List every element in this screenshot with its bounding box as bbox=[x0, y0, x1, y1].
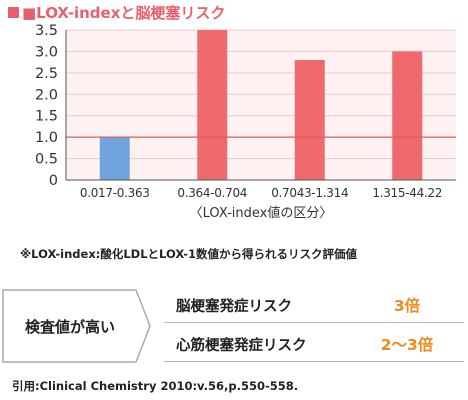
x-tick-label: 0.7043-1.314 bbox=[271, 186, 348, 200]
chart-title-text: ■LOX-indexと脳梗塞リスク bbox=[22, 4, 226, 22]
risk-value: 3倍 bbox=[393, 297, 421, 315]
bar bbox=[197, 30, 228, 180]
bar bbox=[294, 60, 325, 180]
risk-name: 心筋梗塞発症リスク bbox=[176, 337, 307, 354]
x-axis-title: 〈LOX-index値の区分〉 bbox=[190, 205, 333, 221]
y-tick-label: 2.0 bbox=[35, 87, 58, 103]
bar bbox=[99, 137, 130, 180]
x-tick-label: 1.315-44.22 bbox=[372, 186, 442, 200]
y-tick-label: 2.5 bbox=[35, 66, 58, 82]
y-tick-label: 3.0 bbox=[35, 44, 58, 60]
risk-condition-frame bbox=[2, 289, 151, 363]
x-tick-label: 0.364-0.704 bbox=[177, 186, 247, 200]
bar-chart: 0 0.5 1.0 1.5 2.0 2.5 3.0 3.5 0.017-0.363 0.364-0… bbox=[35, 23, 456, 221]
y-tick-label: 0 bbox=[49, 173, 58, 189]
y-tick-label: 1.0 bbox=[35, 130, 58, 146]
risk-condition-label: 検査値が高い bbox=[24, 317, 115, 336]
plot-background bbox=[66, 30, 456, 180]
risk-condition-box: 検査値が高い bbox=[0, 287, 155, 365]
risk-row-stroke: 脳梗塞発症リスク 3倍 bbox=[164, 288, 464, 323]
title-square-icon bbox=[8, 7, 19, 18]
lox-index-note: ※LOX-index:酸化LDLとLOX-1数値から得られるリスク評価値 bbox=[20, 247, 358, 261]
citation: 引用:Clinical Chemistry 2010:v.56,p.550-55… bbox=[12, 379, 299, 393]
y-tick-label: 3.5 bbox=[35, 23, 58, 39]
risk-row-infarction: 心筋梗塞発症リスク 2〜3倍 bbox=[164, 327, 464, 362]
y-tick-label: 0.5 bbox=[35, 152, 58, 168]
y-tick-label: 1.5 bbox=[35, 109, 58, 125]
x-tick-label: 0.017-0.363 bbox=[80, 186, 150, 200]
chart-title: ■LOX-indexと脳梗塞リスク bbox=[8, 2, 225, 23]
risk-table: 脳梗塞発症リスク 3倍 心筋梗塞発症リスク 2〜3倍 bbox=[164, 288, 464, 362]
risk-name: 脳梗塞発症リスク bbox=[176, 298, 292, 315]
risk-value: 2〜3倍 bbox=[380, 336, 434, 354]
bar bbox=[392, 51, 423, 180]
